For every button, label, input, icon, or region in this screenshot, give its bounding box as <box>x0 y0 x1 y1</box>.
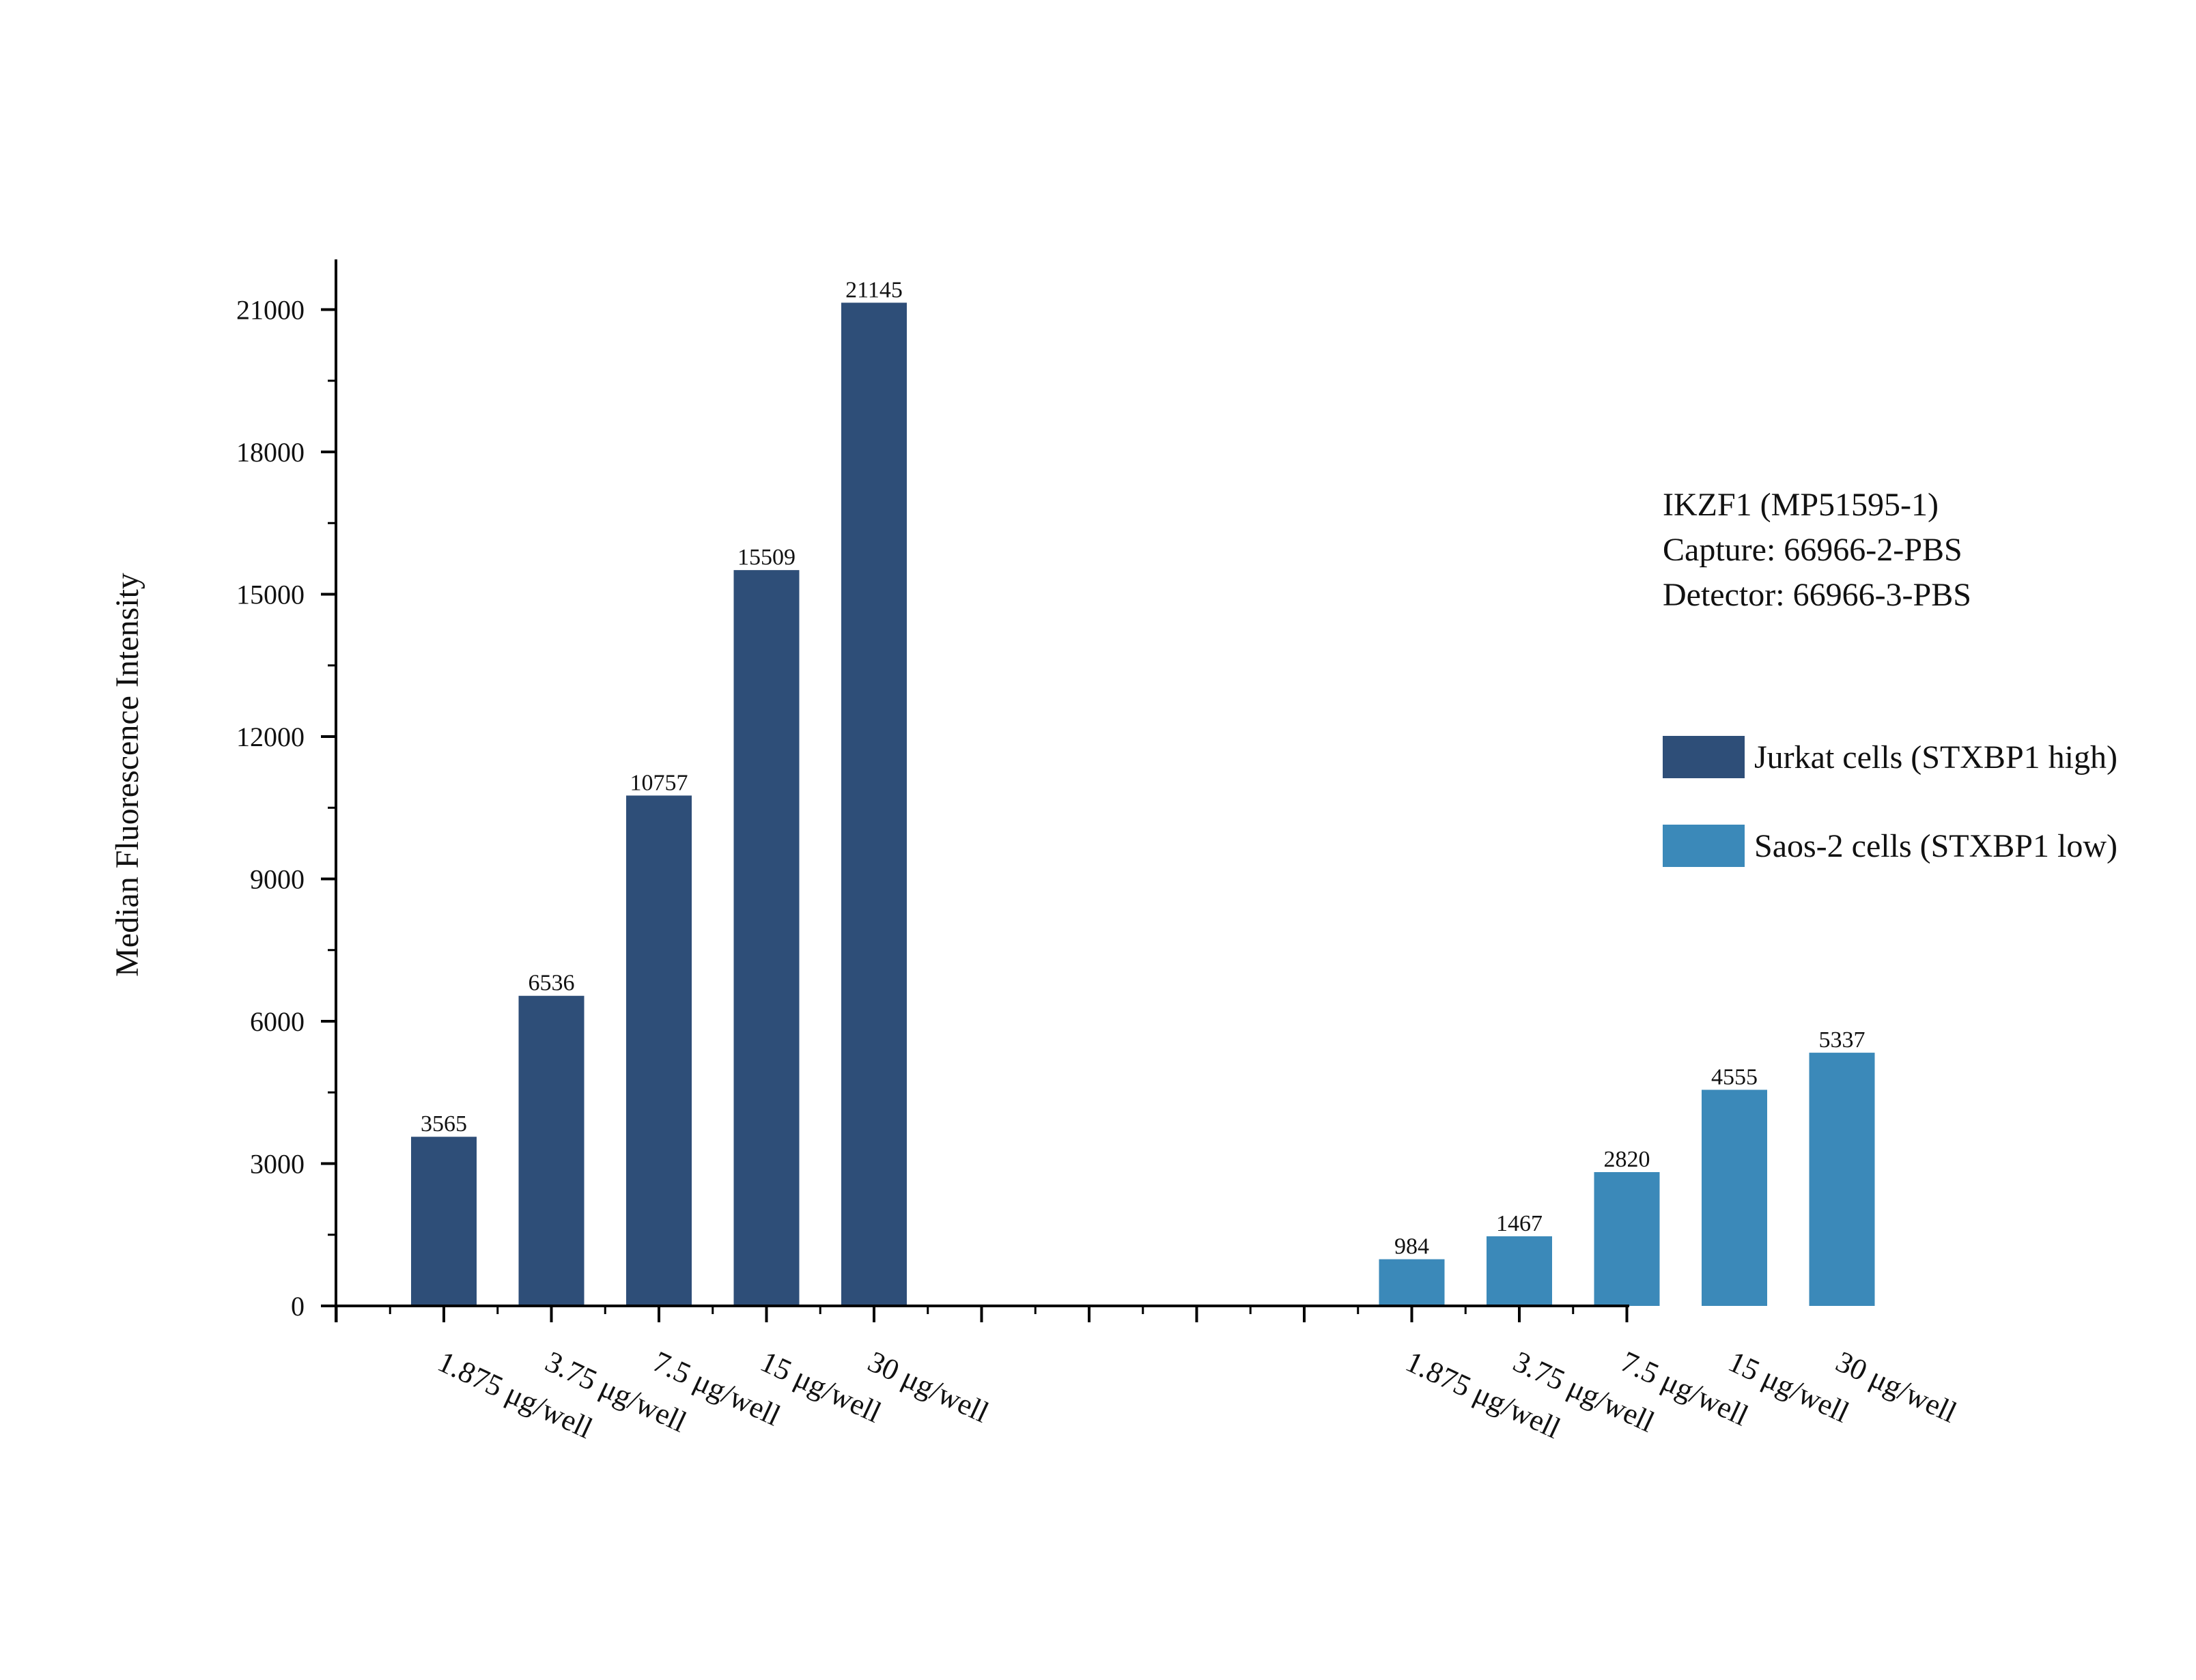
bar <box>1594 1172 1660 1306</box>
x-tick-label: 30 μg/well <box>1831 1345 1962 1429</box>
y-tick-label: 15000 <box>236 580 305 610</box>
bar-value-label: 5337 <box>1819 1027 1866 1053</box>
bar <box>518 995 585 1306</box>
bar <box>1487 1236 1552 1306</box>
assay-detector: Detector: 66966-3-PBS <box>1663 577 1971 613</box>
y-tick-label: 0 <box>291 1291 305 1322</box>
bar <box>626 795 692 1306</box>
assay-info: IKZF1 (MP51595-1) Capture: 66966-2-PBS D… <box>1663 483 1971 618</box>
y-tick-label: 3000 <box>250 1149 305 1180</box>
legend-swatch-saos2 <box>1663 825 1745 867</box>
y-tick-label: 9000 <box>250 864 305 895</box>
bar <box>1379 1259 1445 1306</box>
bar <box>411 1137 477 1306</box>
legend-label-saos2: Saos-2 cells (STXBP1 low) <box>1754 827 2117 864</box>
bar-value-label: 3565 <box>421 1111 467 1137</box>
bar <box>1702 1090 1767 1306</box>
y-tick-label: 21000 <box>236 295 305 326</box>
bar-value-label: 10757 <box>630 770 688 795</box>
y-tick-label: 12000 <box>236 722 305 752</box>
legend-swatch-jurkat <box>1663 736 1745 778</box>
legend-item-saos2: Saos-2 cells (STXBP1 low) <box>1663 825 2117 867</box>
bar-value-label: 984 <box>1394 1234 1429 1259</box>
x-tick-label: 30 μg/well <box>863 1345 994 1429</box>
y-tick-label: 18000 <box>236 437 305 468</box>
bar-value-label: 1467 <box>1496 1211 1543 1236</box>
bar-value-label: 15509 <box>737 545 796 570</box>
bar <box>733 570 800 1306</box>
y-tick-label: 6000 <box>250 1006 305 1037</box>
bar-value-label: 4555 <box>1711 1064 1758 1090</box>
legend-item-jurkat: Jurkat cells (STXBP1 high) <box>1663 736 2117 778</box>
bar <box>1809 1053 1875 1306</box>
bar-value-label: 2820 <box>1604 1147 1650 1172</box>
legend-label-jurkat: Jurkat cells (STXBP1 high) <box>1754 739 2117 775</box>
assay-capture: Capture: 66966-2-PBS <box>1663 532 1962 568</box>
y-axis-label: Median Fluorescence Intensity <box>109 573 145 977</box>
bar <box>841 302 907 1306</box>
bar-value-label: 21145 <box>845 277 903 302</box>
assay-target: IKZF1 (MP51595-1) <box>1663 487 1939 523</box>
bar-value-label: 6536 <box>529 971 575 996</box>
